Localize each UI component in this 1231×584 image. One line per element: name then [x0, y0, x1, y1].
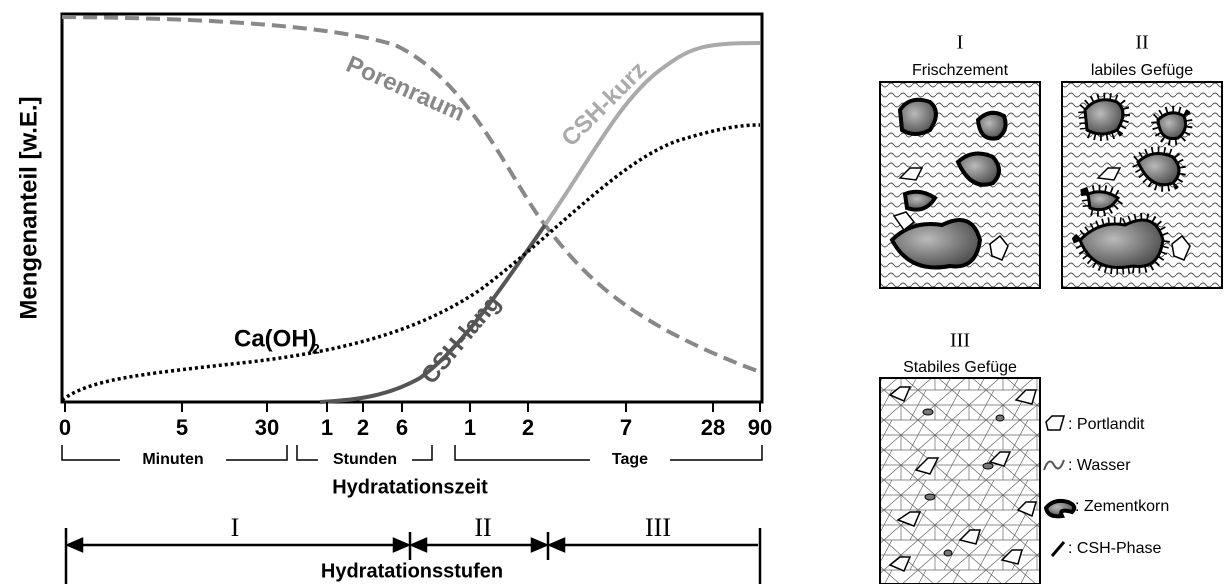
x-tick-label: 0 — [59, 415, 71, 440]
curve-label: Ca(OH) — [234, 325, 317, 352]
figure: Mengenanteil [w.E.] Porenraum CSH-kurz C… — [0, 0, 1231, 584]
stage-label: I — [231, 513, 240, 542]
panel-title: labiles Gefüge — [1091, 62, 1193, 79]
x-group-label: Tage — [612, 451, 648, 468]
panel-stable — [880, 378, 1040, 584]
legend-icon — [1052, 542, 1064, 556]
stages-title: Hydratationsstufen — [321, 560, 503, 582]
legend-label: : Wasser — [1068, 457, 1131, 474]
panel-title: Frischzement — [912, 62, 1009, 79]
x-tick-label: 30 — [255, 415, 279, 440]
legend-label: : Zementkorn — [1075, 498, 1169, 515]
panel-fresh — [880, 82, 1040, 288]
x-tick-label: 1 — [321, 415, 333, 440]
x-tick-label: 1 — [464, 415, 476, 440]
panel-labile — [1062, 82, 1222, 288]
y-axis-label: Mengenanteil [w.E.] — [15, 96, 42, 319]
x-tick-label: 5 — [176, 415, 188, 440]
legend-icon — [1046, 416, 1064, 430]
legend-icon — [1046, 501, 1074, 516]
stage-label: III — [645, 513, 671, 542]
panel-title: Stabiles Gefüge — [903, 359, 1017, 376]
panel-numeral: I — [957, 32, 964, 54]
panel-numeral: III — [950, 330, 970, 352]
caoh-curve — [62, 125, 760, 400]
x-group-label: Stunden — [333, 451, 397, 468]
x-group-label: Minuten — [142, 451, 203, 468]
porenraum-curve — [62, 17, 760, 372]
x-tick-label: 2 — [522, 415, 534, 440]
stage-label: II — [474, 513, 491, 542]
legend-label: : CSH-Phase — [1068, 540, 1161, 557]
x-tick-label: 90 — [748, 415, 772, 440]
legend-icon — [1044, 460, 1064, 470]
x-tick-label: 2 — [357, 415, 369, 440]
curve-label: CSH-lang — [416, 289, 506, 389]
x-tick-label: 7 — [620, 415, 632, 440]
panel-numeral: II — [1135, 32, 1148, 54]
x-tick-label: 6 — [396, 415, 408, 440]
x-axis-label: Hydratationszeit — [332, 476, 488, 498]
curve-label-subscript: 2 — [312, 341, 320, 357]
legend-label: : Portlandit — [1068, 416, 1145, 433]
x-tick-label: 28 — [701, 415, 725, 440]
